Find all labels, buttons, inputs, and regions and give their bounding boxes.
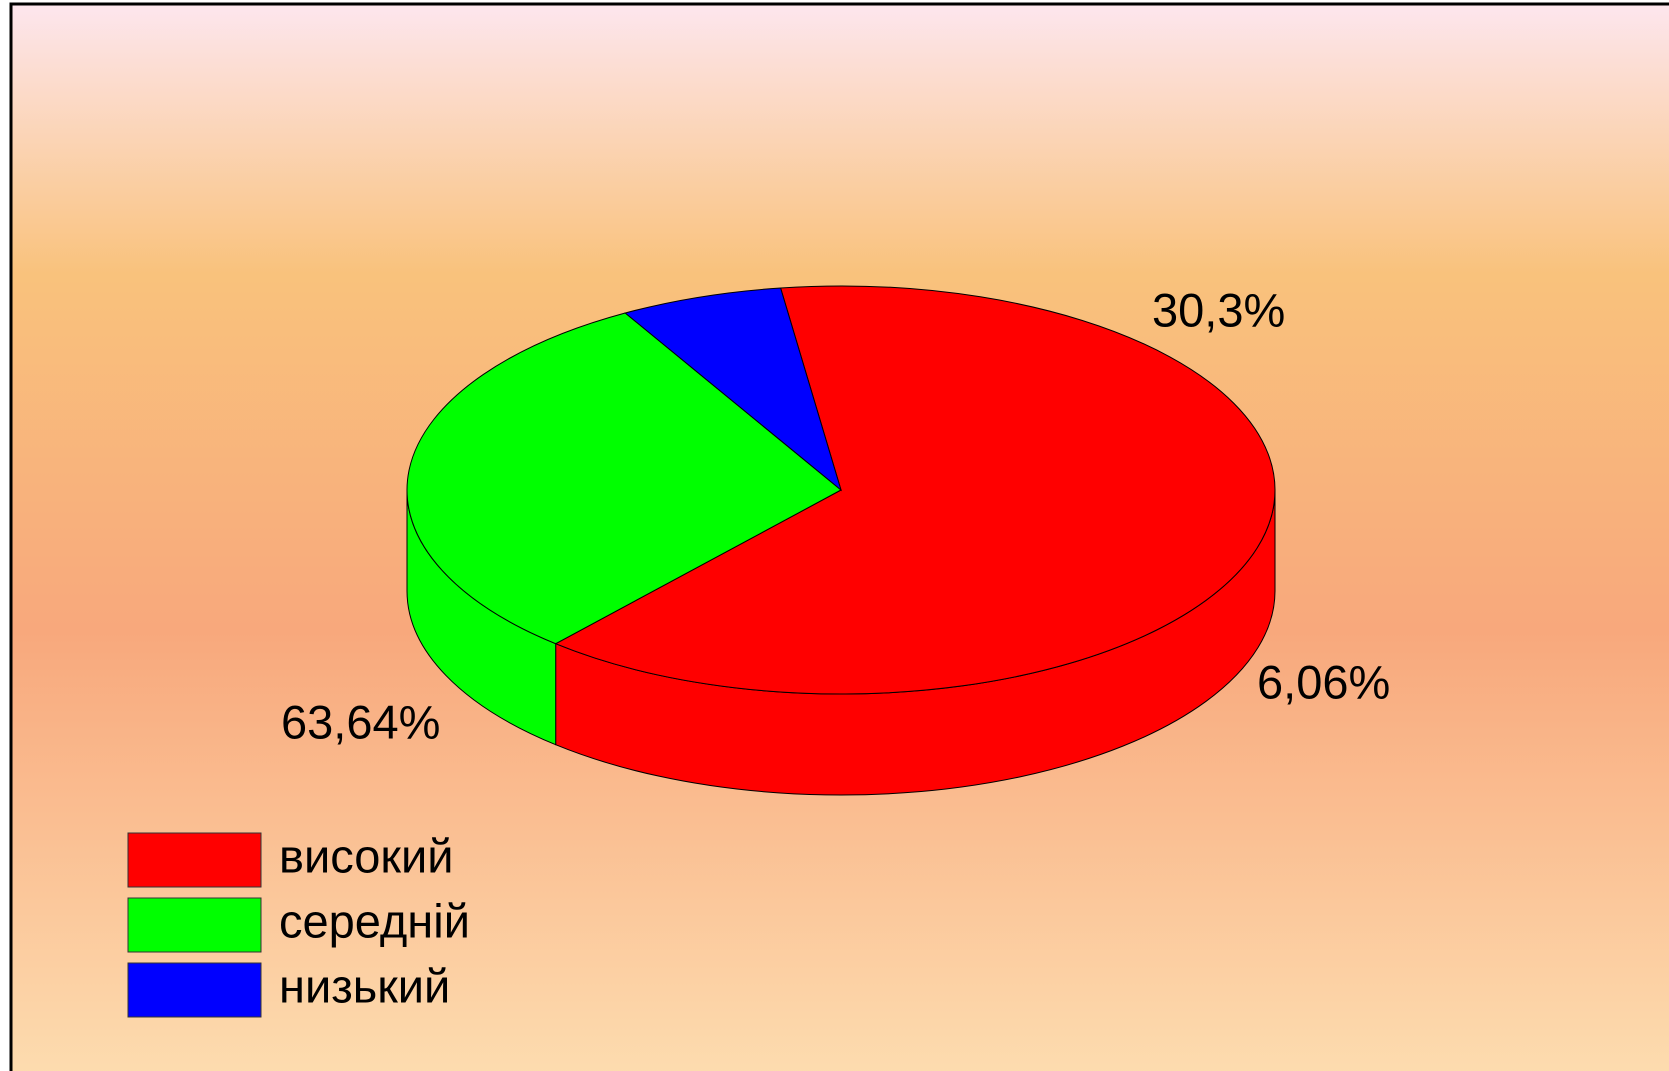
- data-label: 6,06%: [1257, 655, 1390, 708]
- pie-slice: [406, 312, 842, 645]
- pie-slice: [624, 287, 842, 492]
- legend-swatch: [127, 832, 262, 888]
- data-label: 30,3%: [1152, 283, 1285, 336]
- legend: високий середній низький: [127, 829, 470, 1018]
- data-label: 63,64%: [281, 695, 440, 748]
- pie: 63,64% 30,3% 6,06%: [281, 283, 1390, 796]
- legend-label: високий: [279, 829, 453, 882]
- legend-swatch: [127, 897, 262, 953]
- legend-label: середній: [279, 894, 470, 947]
- legend-label: низький: [279, 959, 450, 1012]
- legend-swatch: [127, 962, 262, 1018]
- pie-slice: [554, 285, 1276, 695]
